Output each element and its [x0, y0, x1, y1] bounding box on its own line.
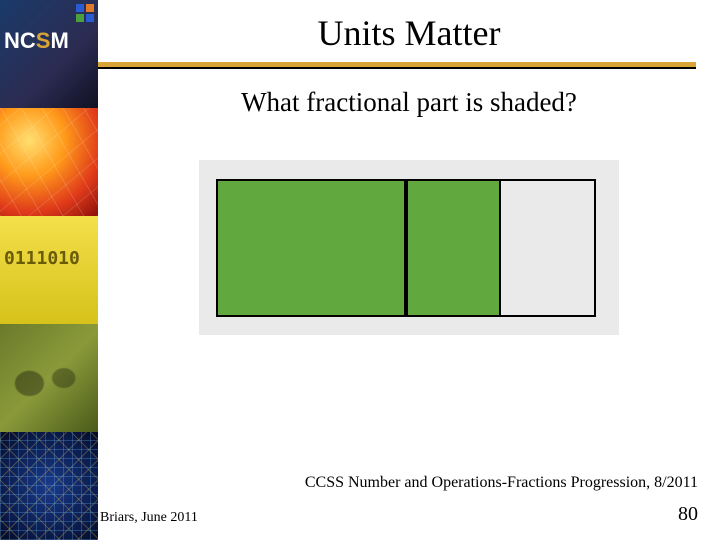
sidebar-network-tile [0, 432, 98, 540]
logo-part-m: M [50, 28, 68, 53]
slide-main: Units Matter What fractional part is sha… [98, 0, 720, 540]
logo-part-s: S [36, 28, 51, 53]
footer-author-date: Briars, June 2011 [100, 510, 198, 526]
title-rule-black [98, 67, 696, 69]
sidebar-orange-tile [0, 108, 98, 216]
citation-text: CCSS Number and Operations-Fractions Pro… [305, 474, 698, 492]
ncsm-logo: NCSM [4, 28, 69, 54]
sidebar-face-tile [0, 324, 98, 432]
decorative-sidebar: NCSM 0111010 [0, 0, 98, 540]
binary-text: 0111010 [4, 248, 80, 269]
fraction-half-empty [501, 181, 594, 315]
logo-part-nc: NC [4, 28, 36, 53]
slide-title: Units Matter [98, 12, 720, 54]
fraction-box-whole-shaded [216, 179, 406, 317]
page-number: 80 [678, 503, 698, 526]
fraction-half-shaded [408, 181, 501, 315]
fraction-figure [199, 160, 619, 335]
color-blocks-icon [76, 4, 94, 22]
sidebar-binary-tile: 0111010 [0, 216, 98, 324]
slide-subtitle: What fractional part is shaded? [98, 87, 720, 118]
sidebar-logo-tile: NCSM [0, 0, 98, 108]
fraction-box-half [406, 179, 596, 317]
